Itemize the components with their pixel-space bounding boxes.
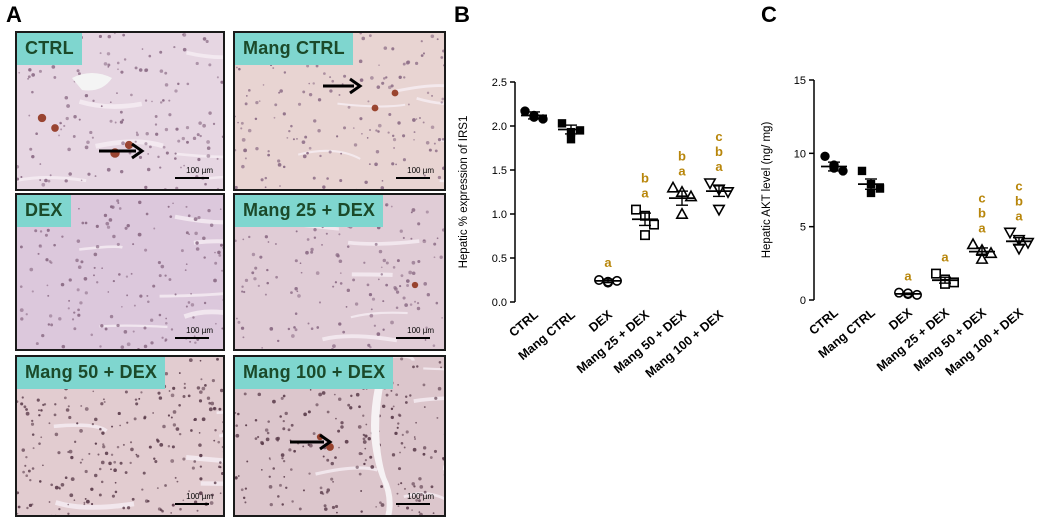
significance-letter: a [1015,209,1023,224]
data-point [703,178,717,191]
data-point [894,287,905,298]
y-tick-label: 0 [800,295,806,307]
scale-bar-label: 100 µm [186,492,213,501]
y-tick-label: 1.5 [492,165,507,177]
y-tick-label: 2.5 [492,77,507,89]
y-tick-label: 2.0 [492,121,507,133]
significance-letter: c [978,190,985,205]
significance-letter: a [941,250,949,265]
category-group: CTRL [506,106,548,340]
micrograph-tile: DEX 100 µm [15,193,225,351]
significance-letter: a [715,159,723,174]
irs1-chart: 0.0 0.5 1.0 1.5 2.0 2.5 Hepatic % expression o… [458,77,735,381]
scale-bar [175,503,209,505]
data-point [640,230,651,241]
y-tick-label: 0.5 [492,253,507,265]
scale-bar-label: 100 µm [407,492,434,501]
data-point [838,166,848,176]
data-point [566,135,576,144]
micrograph-label: Mang CTRL [235,33,353,65]
micrograph-label: Mang 100 + DEX [235,357,394,389]
micrograph-label: Mang 25 + DEX [235,195,384,227]
category-label: DEX [886,305,915,333]
micrograph-tile: Mang 25 + DEX 100 µm [233,193,446,351]
micrograph-tile: Mang 100 + DEX 100 µm [233,355,446,517]
significance-letter: b [1015,194,1023,209]
data-point [1012,243,1026,256]
significance-letter: b [641,171,649,186]
y-tick-label: 1.0 [492,209,507,221]
data-point [866,188,876,198]
significance-letter: b [978,205,986,220]
y-axis: 0 5 10 15 [794,75,815,307]
data-point [649,219,660,230]
micrograph-tile: Mang CTRL 100 µm [233,31,446,191]
y-axis: 0.0 0.5 1.0 1.5 2.0 2.5 [492,77,516,309]
data-point [820,151,830,161]
scale-bar-label: 100 µm [407,166,434,175]
arrowhead-icon [319,433,333,451]
scale-bar-label: 100 µm [186,326,213,335]
micrograph-label: Mang 50 + DEX [17,357,166,389]
data-point [1003,227,1017,240]
data-point [675,207,689,219]
panel-c-letter: C [761,2,777,27]
scale-bar-label: 100 µm [407,326,434,335]
arrowhead-icon [131,142,145,160]
y-axis-label: Hepatic % expression of IRS1 [458,116,470,269]
y-tick-label: 15 [794,75,806,87]
data-point [875,184,885,193]
significance-letter: a [678,164,686,179]
micrograph-label: DEX [17,195,71,227]
scale-bar-label: 100 µm [186,166,213,175]
category-group: CTRL [806,151,848,338]
data-point [557,119,567,128]
significance-letter: b [678,149,686,164]
data-point [966,237,980,250]
significance-letter: c [1015,179,1022,194]
data-point [721,187,735,199]
data-point [912,289,923,300]
data-point [975,252,989,264]
data-point [666,180,680,193]
data-point [857,166,867,176]
y-tick-label: 10 [794,148,806,160]
significance-letter: a [904,269,912,284]
significance-letter: c [715,129,722,144]
scale-bar [396,177,430,179]
data-point [631,204,642,215]
micrograph-tile: CTRL 100 µm [15,31,225,191]
micrograph-label: CTRL [17,33,82,65]
significance-letter: a [978,220,986,235]
micrograph-tile: Mang 50 + DEX 100 µm [15,355,225,517]
data-point [931,268,942,279]
category-label: DEX [586,307,615,335]
data-point [1021,237,1035,250]
scale-bar [396,337,430,339]
y-tick-label: 0.0 [492,297,507,309]
scale-bar [175,337,209,339]
data-point [984,246,998,259]
arrowhead-icon [349,77,363,95]
data-point [520,106,530,116]
significance-letter: a [641,186,649,201]
category-group: a DEX [586,255,623,335]
tissue-texture [17,195,223,349]
tissue-texture [235,33,444,189]
significance-letter: b [715,144,723,159]
y-axis-label: Hepatic AKT level (ng/ mg) [761,122,773,259]
panel-a-letter: A [6,2,22,27]
panel-b-letter: B [454,2,470,27]
category-group: Mang CTRL [816,166,885,361]
significance-letter: a [604,255,612,270]
scale-bar [175,177,209,179]
category-group: a DEX [886,269,923,333]
scale-bar [396,503,430,505]
data-point [712,204,726,217]
y-tick-label: 5 [800,222,806,234]
akt-chart: 0 5 10 15 Hepatic AKT level (ng/ mg) CTRLMang… [761,75,1035,379]
